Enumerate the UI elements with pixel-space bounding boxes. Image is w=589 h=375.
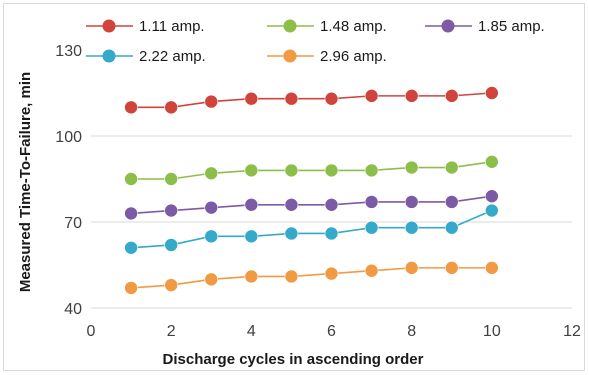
data-point-2-2 [204, 200, 219, 215]
series-line-2 [131, 195, 492, 215]
x-tick-label-10: 10 [483, 323, 501, 340]
legend-item-1: 1.48 amp. [267, 18, 387, 35]
legend-item-3: 2.22 amp. [86, 48, 206, 65]
legend-label-3: 2.22 amp. [139, 48, 206, 65]
axes: 40 70 100 130 0 2 4 6 8 10 12 [55, 43, 581, 340]
data-point-4-1 [164, 278, 178, 292]
data-point-2-6 [364, 195, 379, 209]
x-tick-label-0: 0 [87, 323, 96, 340]
data-point-2-8 [444, 195, 459, 209]
legend: 1.11 amp. 1.48 amp. 1.85 amp. 2.22 amp. 2.96… [86, 6, 581, 70]
data-point-0-5 [324, 91, 339, 106]
data-point-2-1 [164, 203, 178, 218]
data-point-3-6 [364, 220, 379, 235]
legend-label-4: 2.96 amp. [320, 48, 387, 65]
series-line-0 [131, 92, 492, 109]
data-point-3-8 [444, 220, 459, 235]
series-line-1 [131, 161, 492, 180]
data-point-2-5 [324, 198, 339, 212]
data-point-1-6 [364, 163, 379, 178]
data-point-4-5 [324, 266, 339, 281]
x-axis-title: Discharge cycles in ascending order [163, 351, 424, 368]
series-1-85-amp [124, 189, 499, 221]
legend-marker-0 [102, 19, 116, 33]
data-point-1-7 [404, 160, 419, 175]
chart-frame: 40 70 100 130 0 2 4 6 8 10 12 1.11 amp. 1.48 amp. 1.… [3, 3, 585, 371]
data-point-0-7 [404, 89, 419, 103]
gridlines [91, 49, 572, 223]
data-point-1-1 [164, 172, 178, 186]
data-point-0-9 [485, 86, 499, 100]
data-point-3-4 [284, 226, 299, 241]
data-point-1-4 [284, 163, 299, 178]
legend-label-1: 1.48 amp. [320, 18, 387, 35]
x-tick-label-12: 12 [563, 323, 581, 340]
data-point-0-0 [124, 100, 138, 115]
data-point-4-0 [124, 281, 138, 295]
data-point-1-0 [124, 172, 138, 186]
data-point-3-9 [485, 203, 499, 218]
y-tick-label-130: 130 [55, 43, 82, 60]
x-tick-label-8: 8 [407, 323, 416, 340]
legend-item-4: 2.96 amp. [267, 48, 387, 65]
data-point-2-7 [404, 195, 419, 209]
data-point-1-2 [204, 166, 219, 181]
legend-item-2: 1.85 amp. [425, 18, 545, 35]
series-2-96-amp [124, 261, 499, 295]
data-point-2-9 [485, 189, 499, 203]
legend-item-0: 1.11 amp. [86, 18, 205, 35]
data-point-0-8 [444, 89, 459, 103]
series-line-3 [131, 209, 493, 249]
series-lines [124, 86, 499, 295]
legend-label-2: 1.85 amp. [478, 18, 545, 35]
data-point-0-3 [244, 91, 259, 106]
data-point-2-4 [284, 198, 299, 212]
data-point-3-7 [404, 220, 419, 235]
legend-marker-1 [283, 19, 297, 33]
data-point-4-8 [444, 261, 459, 275]
data-point-0-2 [204, 94, 219, 109]
y-tick-label-40: 40 [64, 301, 82, 318]
data-point-4-4 [284, 269, 299, 284]
series-2-22-amp [124, 203, 499, 255]
data-point-3-2 [204, 229, 219, 244]
data-point-3-1 [164, 238, 178, 252]
legend-marker-4 [283, 49, 297, 63]
data-point-1-3 [244, 163, 259, 178]
data-point-4-3 [244, 269, 259, 284]
data-point-0-4 [284, 91, 299, 106]
y-tick-label-100: 100 [55, 129, 82, 146]
data-point-1-5 [324, 163, 339, 178]
data-point-3-0 [124, 241, 138, 255]
data-point-3-5 [324, 226, 339, 241]
data-point-1-9 [485, 155, 499, 169]
series-1-11-amp [124, 86, 499, 115]
y-tick-label-70: 70 [64, 215, 82, 232]
data-point-2-3 [244, 198, 259, 212]
legend-marker-2 [441, 19, 455, 33]
data-point-4-7 [404, 261, 419, 275]
data-point-0-6 [364, 89, 379, 103]
data-point-0-1 [164, 100, 178, 115]
legend-marker-3 [102, 49, 116, 63]
data-point-1-8 [444, 160, 459, 175]
data-point-4-2 [204, 272, 219, 287]
x-tick-label-2: 2 [167, 323, 176, 340]
legend-box [86, 6, 581, 70]
data-point-4-6 [364, 263, 379, 278]
x-tick-label-6: 6 [327, 323, 336, 340]
data-point-3-3 [244, 229, 259, 244]
data-point-2-0 [124, 206, 138, 221]
series-1-48-amp [124, 155, 499, 186]
x-tick-label-4: 4 [247, 323, 256, 340]
y-axis-title: Measured Time-To-Failure, min [17, 72, 34, 292]
series-line-4 [131, 267, 492, 289]
legend-label-0: 1.11 amp. [139, 18, 205, 35]
data-point-4-9 [485, 261, 499, 275]
